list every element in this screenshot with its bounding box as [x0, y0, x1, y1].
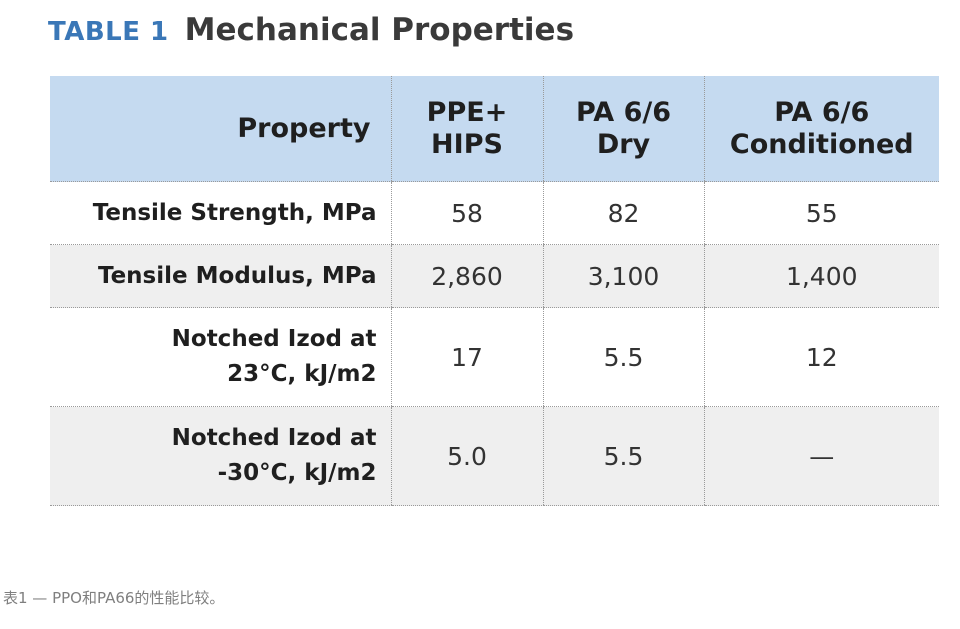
cell-pa66-conditioned: —	[703, 406, 939, 506]
cell-pa66-conditioned: 55	[703, 181, 939, 245]
header-ppe-hips-line1: PPE+	[426, 96, 508, 128]
table-row: Notched Izod at -30°C, kJ/m2 5.0 5.5 —	[50, 406, 939, 506]
table-number: TABLE 1	[48, 17, 169, 47]
cell-pa66-dry: 82	[542, 181, 704, 245]
row-label-line1: Notched Izod at	[171, 326, 377, 352]
row-label-line1: Notched Izod at	[171, 425, 377, 451]
mechanical-properties-table: Property PPE+ HIPS PA 6/6 Dry PA 6/6 Con…	[50, 76, 939, 506]
header-pa66-dry-line2: Dry	[596, 128, 651, 160]
row-label-line1: Tensile Strength, MPa	[92, 199, 377, 226]
header-ppe-hips: PPE+ HIPS	[390, 76, 543, 182]
cell-pa66-dry: 5.5	[542, 406, 704, 506]
header-row: Property PPE+ HIPS PA 6/6 Dry PA 6/6 Con…	[50, 76, 939, 182]
header-property: Property	[50, 76, 391, 182]
row-label-line2: 23°C, kJ/m2	[227, 361, 377, 387]
header-pa66-conditioned: PA 6/6 Conditioned	[703, 76, 939, 182]
row-label: Tensile Modulus, MPa	[50, 244, 391, 308]
table-row: Tensile Strength, MPa 58 82 55	[50, 181, 939, 245]
row-label: Tensile Strength, MPa	[50, 181, 391, 245]
table-caption: 表1 — PPO和PA66的性能比较。	[3, 589, 225, 607]
header-ppe-hips-line2: HIPS	[431, 128, 503, 160]
table-row: Tensile Modulus, MPa 2,860 3,100 1,400	[50, 244, 939, 308]
table-header: Property PPE+ HIPS PA 6/6 Dry PA 6/6 Con…	[50, 76, 939, 182]
row-label: Notched Izod at 23°C, kJ/m2	[50, 307, 391, 407]
cell-ppe-hips: 5.0	[390, 406, 543, 506]
row-label-line2: -30°C, kJ/m2	[217, 460, 377, 486]
cell-ppe-hips: 2,860	[390, 244, 543, 308]
header-pa66-dry: PA 6/6 Dry	[542, 76, 704, 182]
table-row: Notched Izod at 23°C, kJ/m2 17 5.5 12	[50, 307, 939, 407]
row-label-line1: Tensile Modulus, MPa	[97, 262, 377, 289]
table-title: TABLE 1 Mechanical Properties	[48, 12, 574, 56]
cell-ppe-hips: 17	[390, 307, 543, 407]
header-property-label: Property	[237, 112, 371, 144]
cell-pa66-dry: 3,100	[542, 244, 704, 308]
cell-pa66-conditioned: 12	[703, 307, 939, 407]
header-pa66-dry-line1: PA 6/6	[575, 96, 672, 128]
table-heading: Mechanical Properties	[184, 12, 575, 48]
cell-ppe-hips: 58	[390, 181, 543, 245]
header-pa66-conditioned-line2: Conditioned	[729, 128, 914, 160]
header-pa66-conditioned-line1: PA 6/6	[774, 96, 870, 128]
table-body: Tensile Strength, MPa 58 82 55 Tensile M…	[50, 181, 939, 506]
cell-pa66-dry: 5.5	[542, 307, 704, 407]
row-label: Notched Izod at -30°C, kJ/m2	[50, 406, 391, 506]
cell-pa66-conditioned: 1,400	[703, 244, 939, 308]
